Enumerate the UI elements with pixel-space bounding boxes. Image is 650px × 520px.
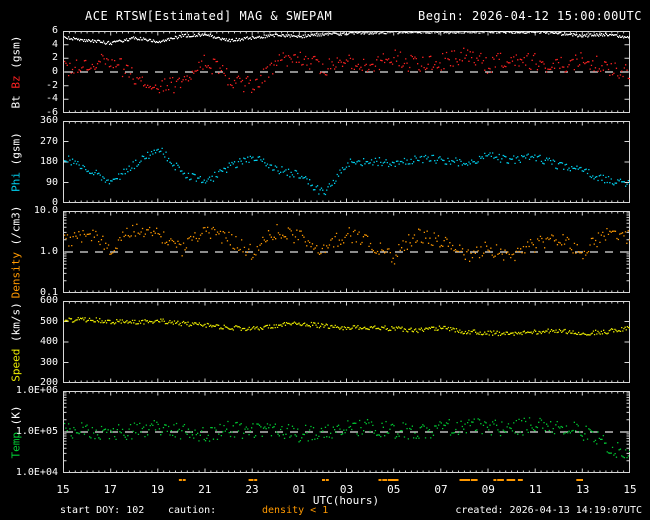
- y-tick-label-bt-bz: 6: [51, 25, 58, 36]
- y-tick-label-phi: 90: [45, 176, 58, 188]
- y-tick-label-temp: 1.0E+06: [15, 385, 58, 396]
- y-tick-label-density: 1.0: [39, 246, 58, 257]
- y-tick-label-bt-bz: -2: [45, 79, 58, 91]
- y-tick-label-phi: 360: [39, 115, 58, 126]
- x-tick-label: 11: [528, 483, 543, 496]
- begin-timestamp: Begin: 2026-04-12 15:00:00UTC: [417, 9, 642, 23]
- x-tick-label: 05: [387, 483, 401, 496]
- y-tick-label-bt-bz: -4: [45, 93, 58, 105]
- y-tick-label-bt-bz: 0: [51, 66, 58, 77]
- x-tick-label: 15: [56, 483, 70, 496]
- chart-density: [63, 211, 630, 293]
- chart-phi: [63, 121, 630, 203]
- footer-caution-label: caution:: [168, 505, 217, 516]
- chart-bt-bz: [63, 31, 630, 113]
- x-tick-label: 09: [481, 483, 495, 496]
- x-tick-label: 21: [198, 483, 212, 496]
- x-tick-label: 07: [434, 483, 448, 496]
- y-tick-label-speed: 200: [39, 377, 58, 388]
- y-tick-label-speed: 300: [39, 356, 58, 368]
- y-tick-label-bt-bz: 2: [51, 52, 58, 64]
- y-tick-label-temp: 1.0E+05: [15, 426, 58, 437]
- series-bz: [64, 47, 630, 94]
- y-tick-label-phi: 0: [51, 197, 58, 208]
- x-tick-label: 13: [576, 483, 590, 496]
- y-tick-label-speed: 500: [39, 315, 58, 327]
- footer-start-doy: start DOY: 102: [60, 505, 145, 516]
- y-tick-label-density: 10.0: [33, 205, 58, 216]
- x-tick-label: 01: [292, 483, 306, 496]
- series-speed: [64, 317, 630, 337]
- series-phi: [64, 147, 630, 196]
- x-tick-label: 23: [245, 483, 259, 496]
- y-tick-label-speed: 600: [39, 295, 58, 306]
- chart-speed: [63, 301, 630, 383]
- series-bt: [64, 31, 630, 46]
- x-tick-label: 17: [103, 483, 117, 496]
- caution-density-strip: [178, 479, 583, 481]
- y-tick-label-temp: 1.0E+04: [15, 467, 58, 478]
- y-tick-label-phi: 270: [39, 135, 58, 147]
- y-tick-label-density: 0.1: [39, 287, 58, 298]
- x-tick-label: 03: [339, 483, 354, 496]
- x-tick-label: 19: [150, 483, 165, 496]
- series-density: [64, 223, 630, 265]
- y-tick-label-bt-bz: 4: [51, 38, 58, 50]
- y-tick-label-speed: 400: [39, 336, 58, 347]
- footer-created-timestamp: created: 2026-04-13 14:19:07UTC: [455, 505, 642, 516]
- series-temp: [64, 417, 630, 459]
- y-tick-label-phi: 180: [39, 156, 58, 167]
- chart-temp: [63, 391, 630, 473]
- y-tick-label-bt-bz: -6: [45, 107, 58, 118]
- x-axis-title: UTC(hours): [312, 494, 380, 507]
- x-tick-label: 15: [623, 483, 637, 496]
- plot-title: ACE RTSW[Estimated] MAG & SWEPAM: [85, 9, 333, 23]
- footer-caution-value: density < 1: [262, 505, 329, 516]
